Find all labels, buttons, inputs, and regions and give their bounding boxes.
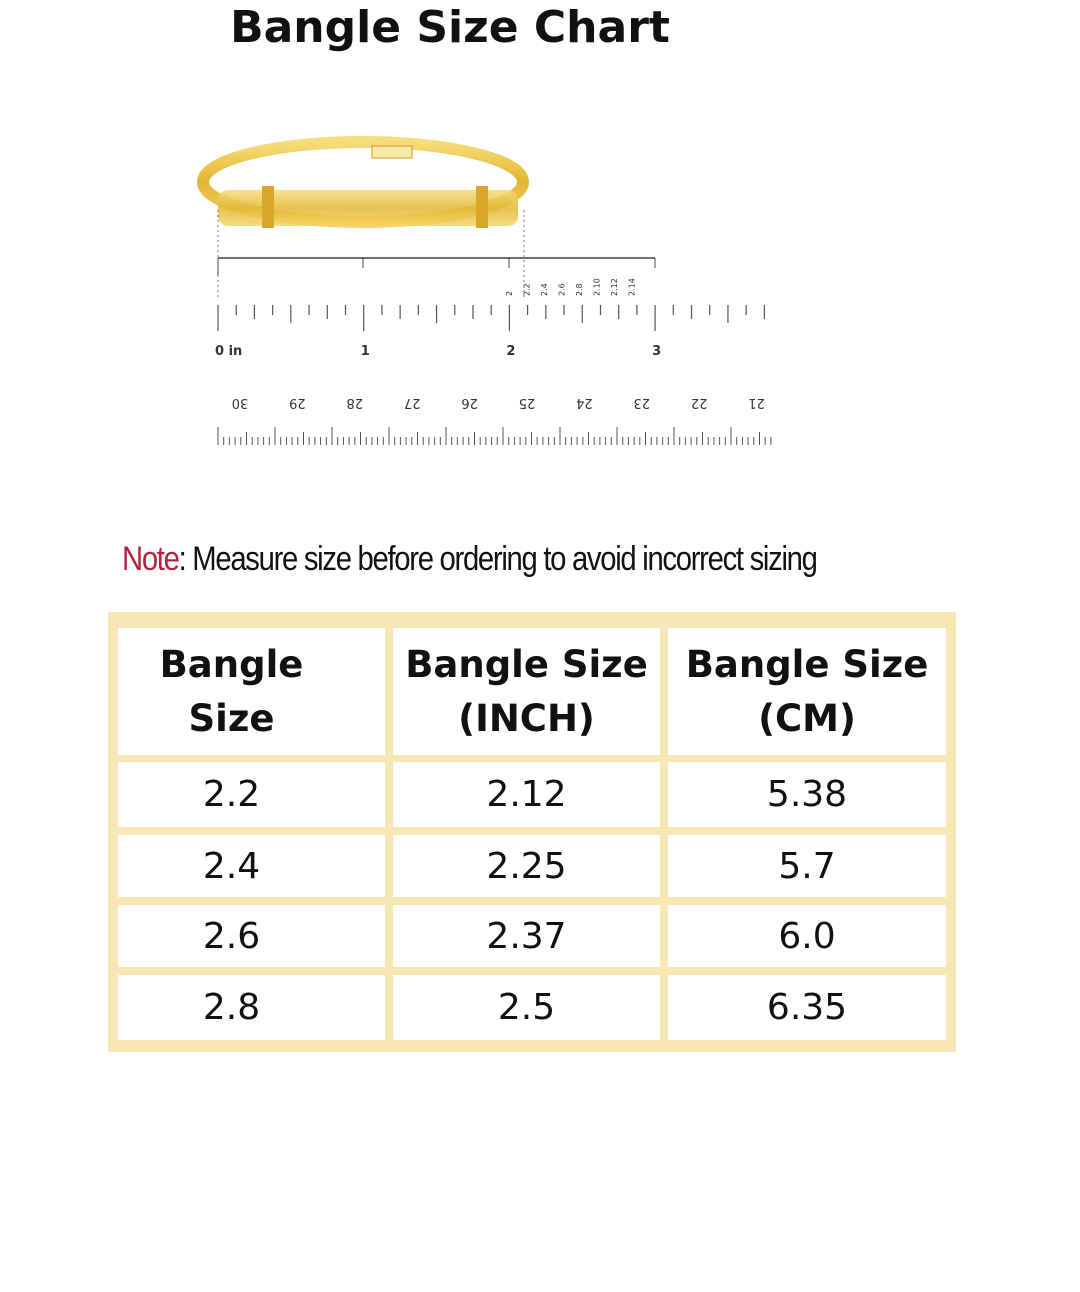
table-cell: 5.7: [668, 835, 946, 897]
note-text: : Measure size before ordering to avoid …: [178, 540, 818, 578]
size-mark: 2.2: [523, 283, 532, 296]
hallmark: [371, 145, 413, 159]
header-cell: Bangle Size: [118, 628, 385, 755]
header-cell: Bangle Size (INCH): [393, 628, 660, 755]
cm-label: 25: [519, 395, 536, 410]
header-cell: Bangle Size (CM): [668, 628, 946, 755]
size-table: Bangle Size Bangle Size (INCH) Bangle Size…: [108, 612, 956, 1052]
table-cell: 2.25: [393, 835, 660, 897]
cm-label: 21: [748, 395, 765, 410]
cm-label: 24: [576, 395, 593, 410]
note: Note: Measure size before ordering to av…: [122, 540, 818, 579]
cm-label: 30: [232, 395, 249, 410]
table-cell: 2.2: [118, 762, 385, 827]
inch-label: 1: [361, 344, 370, 359]
clasp: [476, 186, 488, 228]
table-cell: 2.5: [393, 975, 660, 1040]
table-cell: 5.38: [668, 762, 946, 827]
ruler-ticks: [217, 305, 772, 445]
size-mark: 2.8: [575, 283, 584, 296]
note-label: Note: [122, 540, 180, 578]
table-cell: 2.37: [393, 905, 660, 967]
table-cell: 2.4: [118, 835, 385, 897]
size-mark: 2.10: [593, 278, 602, 296]
cm-label: 29: [289, 395, 306, 410]
inch-label: 3: [652, 344, 661, 359]
size-mark: 2.6: [558, 283, 567, 296]
cm-label: 26: [461, 395, 478, 410]
cm-label: 23: [634, 395, 651, 410]
table-cell: 2.6: [118, 905, 385, 967]
inch-label: 0 in: [215, 344, 242, 359]
size-mark: 2: [505, 291, 514, 296]
table-cell: 6.35: [668, 975, 946, 1040]
clasp: [262, 186, 274, 228]
inch-label: 2: [506, 344, 515, 359]
size-mark: 2.12: [610, 278, 619, 296]
cm-label: 22: [691, 395, 708, 410]
size-mark: 2.4: [540, 283, 549, 296]
table-cell: 2.8: [118, 975, 385, 1040]
cm-label: 28: [347, 395, 364, 410]
title: Bangle Size Chart: [230, 2, 670, 53]
bangle-band: [218, 190, 518, 226]
table-cell: 6.0: [668, 905, 946, 967]
cm-label: 27: [404, 395, 421, 410]
table-cell: 2.12: [393, 762, 660, 827]
size-mark: 2.14: [628, 278, 637, 296]
